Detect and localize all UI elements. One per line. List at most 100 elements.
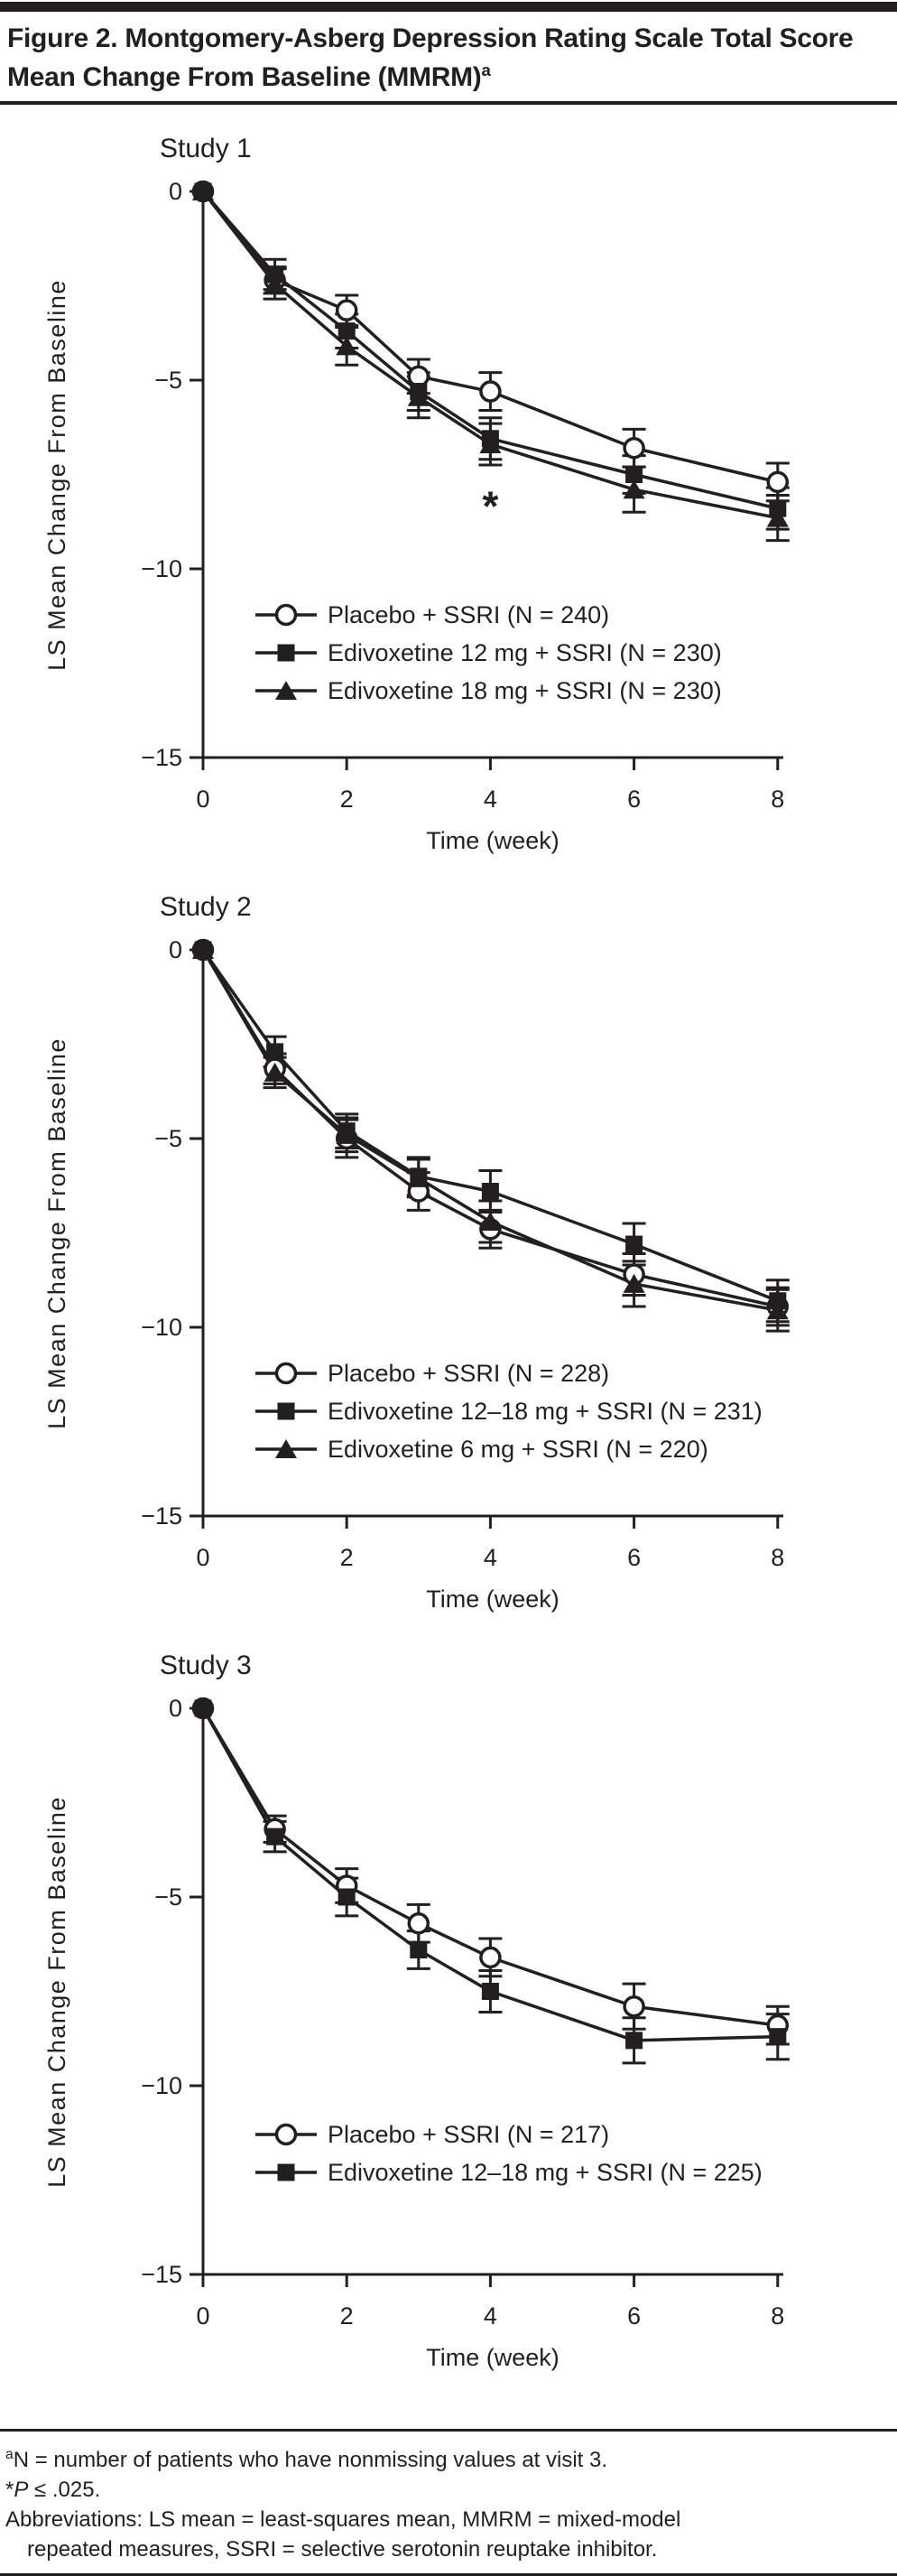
- data-point-circle: [407, 1912, 430, 1935]
- footnote-rule-bottom: [0, 2573, 897, 2576]
- data-point-circle: [766, 470, 790, 494]
- x-tick-label: 0: [196, 1544, 209, 1571]
- legend-item: Edivoxetine 18 mg + SSRI (N = 230): [255, 677, 722, 704]
- data-point-triangle: [192, 181, 214, 200]
- legend-label: Placebo + SSRI (N = 217): [328, 2121, 609, 2148]
- y-tick-label: −5: [154, 1125, 182, 1152]
- y-axis-label: LS Mean Change From Baseline: [43, 1796, 70, 2188]
- series-0: [201, 949, 790, 1327]
- data-point-circle: [479, 1946, 502, 1969]
- data-point-circle-legend: [274, 603, 298, 627]
- x-tick-label: 4: [484, 786, 497, 813]
- data-point-square: [625, 1235, 643, 1253]
- data-point-triangle: [336, 336, 358, 356]
- data-point-square: [338, 1888, 356, 1906]
- legend-label: Edivoxetine 12–18 mg + SSRI (N = 225): [328, 2159, 763, 2186]
- data-point-triangle: [264, 1062, 286, 1082]
- y-tick-label: 0: [169, 178, 182, 205]
- series-2: [201, 949, 790, 1333]
- data-point-square-legend: [277, 2163, 295, 2181]
- legend: Placebo + SSRI (N = 228) Edivoxetine 12–1…: [255, 1360, 763, 1463]
- figure-title: Figure 2. Montgomery-Asberg Depression R…: [7, 23, 874, 93]
- chart-study-1: Study 1 0 −5 −10 −15 0 2 4 6 8 LS Mean Change From…: [0, 112, 897, 870]
- top-bar: [0, 2, 897, 12]
- data-point-square: [625, 2032, 643, 2050]
- significance-asterisk: *: [482, 482, 498, 529]
- data-point-square: [481, 1983, 499, 2000]
- footnote-rule-top: [0, 2429, 897, 2432]
- footnote-segment: a: [5, 2447, 14, 2462]
- legend-label: Placebo + SSRI (N = 228): [328, 1360, 609, 1387]
- x-tick-label: 0: [196, 786, 209, 813]
- data-point-square-legend: [277, 1402, 295, 1420]
- x-tick-label: 2: [340, 786, 354, 813]
- x-axis-label: Time (week): [426, 827, 559, 854]
- legend: Placebo + SSRI (N = 240) Edivoxetine 12 m…: [255, 601, 722, 704]
- legend-item: Edivoxetine 12 mg + SSRI (N = 230): [255, 639, 722, 666]
- x-tick-label: 8: [771, 1544, 784, 1571]
- series-line: [201, 949, 779, 1308]
- x-tick-label: 6: [627, 1544, 641, 1571]
- legend-label: Edivoxetine 12 mg + SSRI (N = 230): [328, 639, 722, 666]
- legend-label: Placebo + SSRI (N = 240): [328, 601, 609, 628]
- footnote-segment: *: [5, 2478, 14, 2502]
- data-point-triangle: [623, 479, 645, 499]
- data-point-triangle: [479, 1211, 502, 1231]
- y-tick-label: −10: [141, 2072, 182, 2099]
- x-tick-label: 6: [627, 2302, 641, 2330]
- x-tick-label: 4: [484, 1544, 497, 1571]
- data-point-square: [266, 1043, 284, 1061]
- data-point-triangle: [479, 434, 502, 454]
- y-tick-label: −15: [141, 744, 182, 771]
- y-axis-label: LS Mean Change From Baseline: [43, 279, 70, 671]
- data-point-triangle: [336, 1124, 358, 1144]
- figure-footer: aN = number of patients who have nonmiss…: [0, 2429, 897, 2576]
- data-point-circle: [623, 1995, 645, 2018]
- footnote-segment: Abbreviations: LS mean = least-squares m…: [5, 2507, 681, 2532]
- figure-title-superscript: a: [481, 60, 491, 79]
- y-tick-label: −5: [154, 367, 182, 394]
- y-tick-label: 0: [169, 1695, 182, 1722]
- study-title: Study 1: [160, 134, 252, 163]
- data-point-circle-legend: [274, 1362, 298, 1385]
- data-point-triangle: [407, 386, 430, 406]
- y-tick-label: −10: [141, 555, 182, 582]
- charts-container: Study 1 0 −5 −10 −15 0 2 4 6 8 LS Mean Change From…: [0, 112, 897, 2387]
- title-rule: [0, 101, 897, 105]
- data-point-circle: [335, 299, 358, 321]
- chart-study-2: Study 2 0 −5 −10 −15 0 2 4 6 8 LS Mean Change From…: [0, 870, 897, 1629]
- data-point-square: [266, 1827, 284, 1846]
- data-point-triangle-legend: [275, 1439, 297, 1458]
- study-3-plot: Study 3 0 −5 −10 −15 0 2 4 6 8 LS Mean Change From…: [43, 1651, 790, 2371]
- data-point-square: [625, 466, 643, 483]
- footnote-segment: repeated measures, SSRI = selective sero…: [27, 2537, 658, 2562]
- x-tick-label: 2: [340, 2302, 354, 2330]
- y-axis-label: LS Mean Change From Baseline: [43, 1037, 70, 1429]
- data-point-triangle: [623, 1273, 645, 1293]
- data-point-square-legend: [277, 644, 295, 662]
- y-tick-label: −15: [141, 2261, 182, 2288]
- data-point-circle-legend: [274, 2123, 298, 2146]
- data-point-square: [338, 322, 356, 340]
- data-point-triangle: [264, 274, 286, 293]
- x-tick-label: 0: [196, 2302, 209, 2330]
- legend-item: Edivoxetine 12–18 mg + SSRI (N = 231): [255, 1398, 763, 1425]
- legend-label: Edivoxetine 18 mg + SSRI (N = 230): [328, 677, 722, 704]
- data-point-square: [410, 1941, 428, 1959]
- y-tick-label: −15: [141, 1502, 182, 1530]
- footnote-segment: ≤ .025.: [28, 2478, 101, 2502]
- data-point-triangle: [766, 1300, 789, 1320]
- footnote-segment: P: [14, 2478, 29, 2502]
- x-tick-label: 8: [771, 786, 784, 813]
- study-title: Study 3: [160, 1651, 252, 1680]
- footnotes: aN = number of patients who have nonmiss…: [0, 2432, 897, 2573]
- x-tick-label: 6: [627, 786, 641, 813]
- data-point-circle: [479, 380, 502, 403]
- figure-title-text: Figure 2. Montgomery-Asberg Depression R…: [7, 23, 854, 92]
- x-axis-label: Time (week): [426, 1586, 559, 1613]
- x-tick-label: 2: [340, 1544, 354, 1571]
- data-point-triangle-legend: [275, 681, 297, 700]
- figure-header: Figure 2. Montgomery-Asberg Depression R…: [0, 2, 897, 105]
- data-point-triangle: [192, 940, 214, 959]
- data-point-square: [194, 1699, 212, 1717]
